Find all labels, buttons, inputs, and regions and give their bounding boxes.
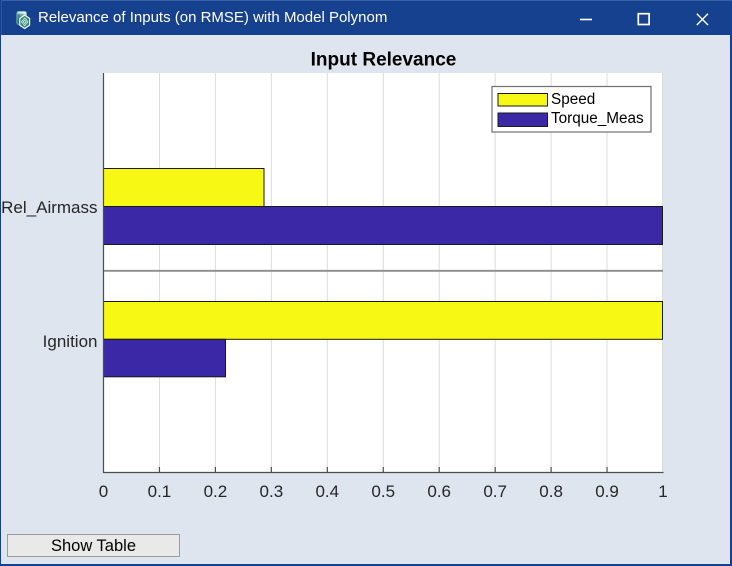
svg-text:0.2: 0.2: [204, 482, 228, 501]
svg-text:0.8: 0.8: [539, 482, 563, 501]
svg-text:0: 0: [99, 482, 108, 501]
svg-text:0.9: 0.9: [595, 482, 619, 501]
svg-text:Speed: Speed: [551, 91, 595, 108]
svg-text:Input Relevance: Input Relevance: [311, 50, 457, 71]
svg-text:Rel_Airmass: Rel_Airmass: [1, 198, 97, 217]
svg-text:0.3: 0.3: [260, 482, 284, 501]
svg-text:1: 1: [658, 482, 667, 501]
svg-text:0.4: 0.4: [315, 482, 339, 501]
svg-text:0.7: 0.7: [483, 482, 507, 501]
svg-text:Ignition: Ignition: [43, 332, 98, 351]
svg-text:0.1: 0.1: [148, 482, 172, 501]
svg-text:0.5: 0.5: [371, 482, 395, 501]
svg-text:Torque_Meas: Torque_Meas: [551, 110, 644, 127]
svg-text:0.6: 0.6: [427, 482, 451, 501]
